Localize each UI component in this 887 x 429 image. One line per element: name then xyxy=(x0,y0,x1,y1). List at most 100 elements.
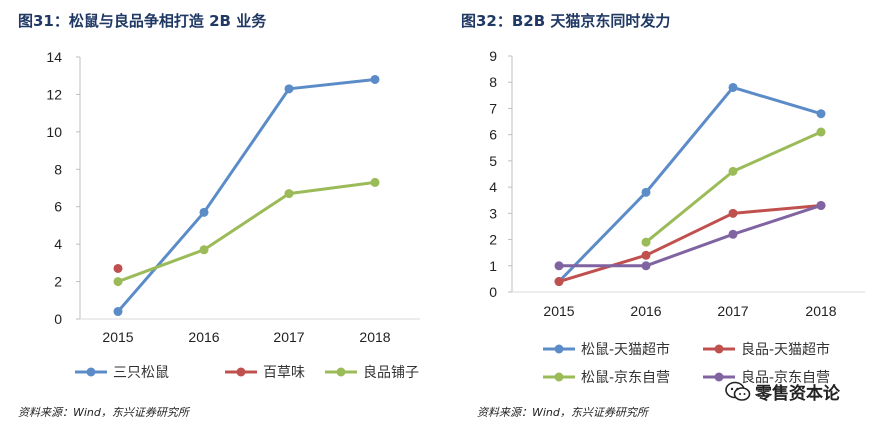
data-point xyxy=(641,261,651,271)
data-point xyxy=(728,208,738,218)
series-1 xyxy=(113,74,380,317)
figure-32-source: 资料来源：Wind，东兴证券研究所 xyxy=(477,406,648,419)
x-tick-label: 2018 xyxy=(359,329,390,345)
legend-label: 百草味 xyxy=(263,365,305,381)
series-line-segment xyxy=(644,211,735,257)
legend-label: 良品-京东自营 xyxy=(741,370,830,386)
x-tick-label: 2015 xyxy=(102,329,133,345)
series-line-segment xyxy=(116,248,206,284)
legend-marker xyxy=(714,344,724,354)
y-tick-label: 8 xyxy=(54,161,62,177)
series-line-segment xyxy=(644,232,735,268)
y-tick-label: 0 xyxy=(489,284,497,300)
y-tick-label: 9 xyxy=(489,48,497,64)
watermark-text: 零售资本论 xyxy=(755,384,840,404)
x-tick-label: 2018 xyxy=(805,303,836,319)
y-tick-label: 12 xyxy=(46,86,62,102)
data-point xyxy=(728,229,738,239)
y-tick-label: 4 xyxy=(489,179,497,195)
data-point xyxy=(284,84,294,94)
data-point xyxy=(554,261,564,271)
legend-item: 三只松鼠 xyxy=(75,365,169,381)
data-point xyxy=(816,109,826,119)
series-line-segment xyxy=(731,203,823,236)
legend-marker xyxy=(336,367,346,377)
data-point xyxy=(113,307,123,317)
figure-31-source: 资料来源：Wind，东兴证券研究所 xyxy=(18,406,189,419)
figure-32: 图32：B2B 天猫京东同时发力 0 1 2 3 4 5 6 7 8 9 2015 2016 2017 2… xyxy=(447,0,887,429)
series-line-segment xyxy=(202,87,291,214)
y-tick-label: 2 xyxy=(54,274,62,290)
series-line-segment xyxy=(731,85,823,116)
y-tick-label: 14 xyxy=(46,49,62,65)
legend-marker xyxy=(554,344,564,354)
legend-marker xyxy=(554,372,564,382)
data-point xyxy=(816,127,826,137)
data-point xyxy=(641,187,651,197)
wechat-icon xyxy=(725,381,751,401)
data-point xyxy=(641,237,651,247)
legend-item: 松鼠-天猫超市 xyxy=(543,341,670,358)
x-tick-label: 2016 xyxy=(630,303,661,319)
y-tick-label: 10 xyxy=(46,124,62,140)
series-line-segment xyxy=(644,169,735,244)
series-3 xyxy=(113,177,380,287)
legend-marker xyxy=(236,367,246,377)
data-point xyxy=(728,82,738,92)
y-tick-label: 8 xyxy=(489,74,497,90)
legend-item: 良品-京东自营 xyxy=(703,370,830,386)
legend-item: 良品-天猫超市 xyxy=(703,341,830,358)
y-tick-label: 1 xyxy=(489,258,497,274)
series-line-segment xyxy=(644,85,735,194)
series-1 xyxy=(554,82,826,287)
series-line-segment xyxy=(116,210,206,314)
figure-31: 图31：松鼠与良品争相打造 2B 业务 0 2 4 6 8 10 12 14 2015 2016 2… xyxy=(0,0,440,429)
figure-31-chart: 0 2 4 6 8 10 12 14 2015 2016 2017 2018 三只松鼠 百草味 良品铺子 xyxy=(46,49,420,381)
data-point xyxy=(370,74,380,84)
data-point xyxy=(554,277,564,287)
legend-item: 良品铺子 xyxy=(325,365,419,381)
y-tick-label: 4 xyxy=(54,236,62,252)
legend-marker xyxy=(714,372,724,382)
y-tick-label: 2 xyxy=(489,232,497,248)
data-point xyxy=(816,200,826,210)
legend-label: 良品铺子 xyxy=(363,365,419,381)
series-3 xyxy=(641,127,826,247)
x-tick-label: 2015 xyxy=(543,303,574,319)
series-line-segment xyxy=(557,253,648,284)
x-tick-label: 2017 xyxy=(273,329,304,345)
data-point xyxy=(641,250,651,260)
series-line-segment xyxy=(731,203,823,215)
figure-32-chart: 0 1 2 3 4 5 6 7 8 9 2015 2016 2017 2018 松鼠-天猫超市 良品-天猫超市… xyxy=(489,48,865,386)
y-tick-label: 3 xyxy=(489,205,497,221)
y-tick-label: 6 xyxy=(489,127,497,143)
series-line-segment xyxy=(731,130,823,173)
series-2 xyxy=(113,263,123,273)
x-tick-label: 2016 xyxy=(188,329,219,345)
figure-32-title: 图32：B2B 天猫京东同时发力 xyxy=(461,12,671,30)
data-point xyxy=(113,277,123,287)
data-point xyxy=(728,166,738,176)
y-tick-label: 0 xyxy=(54,311,62,327)
series-4 xyxy=(554,200,826,271)
watermark: 零售资本论 xyxy=(723,377,887,407)
series-line-segment xyxy=(287,180,377,196)
x-tick-label: 2017 xyxy=(717,303,748,319)
legend-label: 松鼠-天猫超市 xyxy=(581,341,670,358)
data-point xyxy=(199,207,209,217)
series-line-segment xyxy=(202,192,291,252)
data-point xyxy=(113,263,123,273)
figure-31-title: 图31：松鼠与良品争相打造 2B 业务 xyxy=(18,12,267,30)
legend-label: 良品-天猫超市 xyxy=(741,341,830,358)
legend-marker xyxy=(86,367,96,377)
series-line-segment xyxy=(287,77,377,91)
legend-label: 松鼠-京东自营 xyxy=(581,370,670,386)
data-point xyxy=(284,189,294,199)
y-tick-label: 7 xyxy=(489,100,497,116)
legend-label: 三只松鼠 xyxy=(113,365,169,381)
data-point xyxy=(199,245,209,255)
y-tick-label: 6 xyxy=(54,199,62,215)
legend-item: 百草味 xyxy=(225,365,305,381)
legend-item: 松鼠-京东自营 xyxy=(543,370,670,386)
data-point xyxy=(370,177,380,187)
